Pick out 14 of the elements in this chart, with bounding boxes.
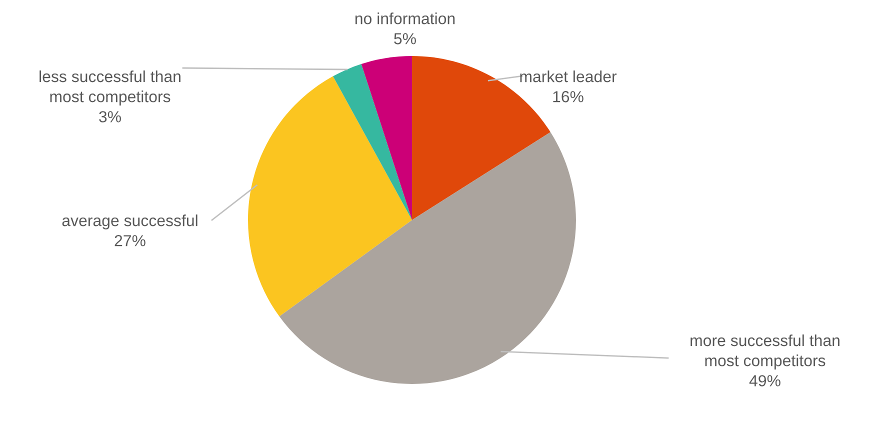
slice-label: no information [355, 12, 455, 24]
slice-label: market leader [520, 70, 617, 82]
data-label: 3% [99, 111, 121, 122]
pie-slice [332, 64, 412, 220]
pie-slice [248, 76, 412, 316]
slice-label: more successful than most competitors [690, 334, 840, 370]
data-label: 5% [394, 33, 416, 44]
data-label: 16% [553, 91, 584, 102]
slice-label: less successful than most competitors [40, 70, 180, 106]
slice-label: average successful [62, 214, 198, 230]
pie-slice [361, 56, 412, 220]
pie-slice [279, 132, 576, 384]
data-label: 49% [749, 375, 780, 386]
data-label: 27% [114, 235, 146, 246]
